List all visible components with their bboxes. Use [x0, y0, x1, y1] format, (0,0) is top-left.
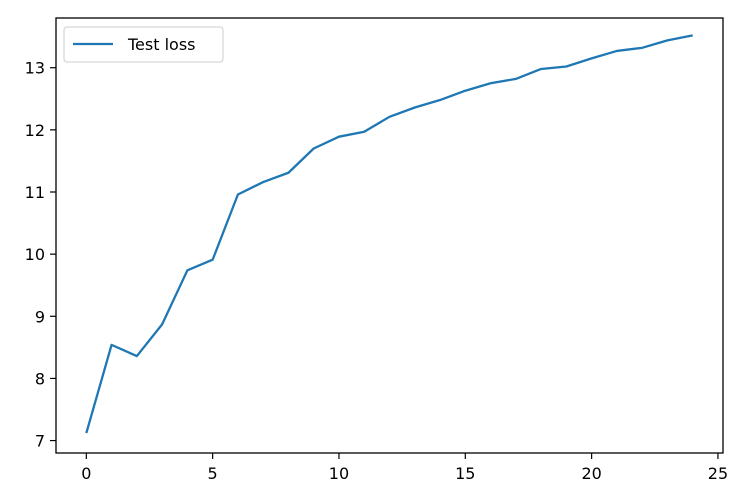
y-tick-label: 11 [25, 183, 45, 202]
x-tick-label: 0 [81, 464, 91, 483]
y-tick-label: 9 [35, 307, 45, 326]
y-tick-label: 12 [25, 121, 45, 140]
legend-label: Test loss [127, 35, 196, 54]
x-tick-label: 20 [581, 464, 601, 483]
plot-area [85, 34, 693, 434]
x-tick-label: 5 [208, 464, 218, 483]
y-tick-label: 13 [25, 59, 45, 78]
axis-ticks: 0 5 10 15 20 25 7 8 9 10 11 12 13 [25, 59, 728, 483]
legend: Test loss [63, 26, 224, 63]
y-tick-label: 7 [35, 432, 45, 451]
y-tick-label: 10 [25, 245, 45, 264]
y-tick-label: 8 [35, 369, 45, 388]
x-tick-label: 25 [708, 464, 728, 483]
plot-frame [55, 17, 724, 454]
x-tick-label: 15 [455, 464, 475, 483]
legend-box [63, 26, 224, 63]
x-tick-label: 10 [329, 464, 349, 483]
series-line-test-loss [85, 34, 693, 434]
